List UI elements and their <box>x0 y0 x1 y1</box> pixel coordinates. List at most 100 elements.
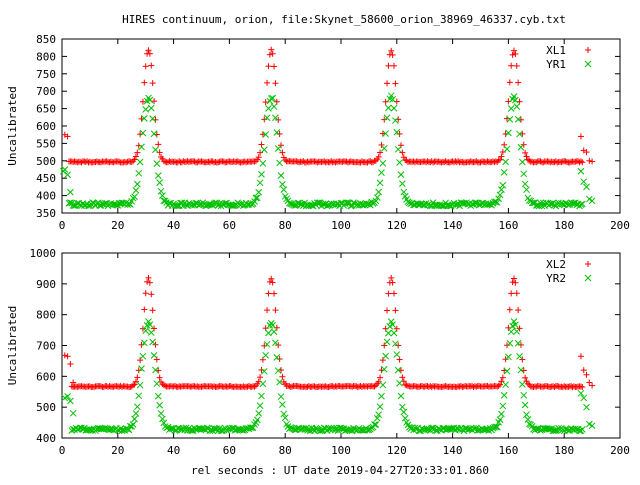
data-point <box>517 143 525 151</box>
data-point <box>358 201 366 209</box>
x-tick-label: 20 <box>111 219 124 232</box>
data-point <box>476 382 483 389</box>
data-point <box>267 95 275 102</box>
data-point <box>510 47 517 54</box>
data-point <box>503 367 511 375</box>
data-point <box>173 202 180 210</box>
data-point <box>268 46 275 53</box>
data-point <box>131 193 138 201</box>
data-point <box>514 115 522 123</box>
data-point <box>256 402 264 409</box>
data-point <box>198 425 205 433</box>
data-point <box>145 47 152 54</box>
data-point <box>385 104 392 112</box>
data-point <box>522 149 529 156</box>
x-tick-label: 60 <box>223 219 236 232</box>
data-point <box>263 114 271 122</box>
data-point <box>384 307 391 314</box>
data-point <box>389 321 396 328</box>
data-point <box>255 410 263 417</box>
data-point <box>228 202 236 209</box>
x-tick-label: 160 <box>498 219 518 232</box>
data-point <box>84 158 91 165</box>
data-point <box>132 378 139 385</box>
data-point <box>583 371 590 378</box>
data-point <box>156 374 163 381</box>
y-tick-label: 1000 <box>30 247 57 260</box>
y-tick-label: 650 <box>36 103 56 116</box>
data-point <box>495 157 502 164</box>
data-point <box>252 194 260 202</box>
data-point <box>411 383 418 390</box>
data-point <box>86 383 93 390</box>
series-XL1 <box>61 46 596 166</box>
data-point <box>282 157 289 164</box>
data-point <box>152 146 159 154</box>
data-point <box>580 394 588 402</box>
data-point <box>504 342 511 349</box>
data-point <box>517 341 524 348</box>
data-point <box>507 105 515 112</box>
data-point <box>67 188 74 196</box>
data-point <box>265 329 272 337</box>
data-point <box>392 117 399 124</box>
data-point <box>586 157 593 164</box>
data-point <box>319 200 327 208</box>
data-point <box>279 401 286 408</box>
data-point <box>253 194 261 202</box>
data-point <box>64 353 71 360</box>
data-point <box>272 307 279 314</box>
data-point <box>586 379 593 386</box>
data-point <box>160 382 167 389</box>
data-point <box>540 159 547 166</box>
y-tick-label: 400 <box>36 432 56 445</box>
x-tick-label: 180 <box>554 219 574 232</box>
data-point <box>276 355 283 362</box>
data-point <box>133 403 141 411</box>
data-point <box>397 392 405 400</box>
data-point <box>389 279 396 286</box>
data-point <box>378 169 385 176</box>
data-point <box>343 199 350 206</box>
data-point <box>132 410 140 417</box>
data-point <box>588 422 596 430</box>
data-point <box>215 159 222 166</box>
data-point <box>265 290 272 297</box>
x-tick-label: 80 <box>279 444 292 457</box>
data-point <box>130 382 137 389</box>
data-point <box>515 307 522 314</box>
data-point <box>523 378 530 385</box>
data-point <box>376 179 384 187</box>
data-point <box>373 194 381 201</box>
data-point <box>133 180 141 188</box>
data-point <box>492 423 500 431</box>
data-point <box>512 50 519 57</box>
y-tick-label: 550 <box>36 137 56 150</box>
data-point <box>400 154 407 161</box>
data-point <box>268 275 275 282</box>
data-point <box>135 392 143 400</box>
data-point <box>259 160 267 167</box>
data-point <box>258 141 265 148</box>
data-point <box>290 201 297 209</box>
data-point <box>396 379 403 387</box>
data-point <box>500 169 508 176</box>
data-point <box>154 392 162 400</box>
data-point <box>234 425 242 433</box>
legend-label: XL2 <box>546 258 566 271</box>
x-tick-label: 160 <box>498 444 518 457</box>
data-point <box>264 307 271 314</box>
data-point <box>520 170 528 178</box>
data-point <box>517 366 525 374</box>
data-point <box>167 425 175 432</box>
data-point <box>238 426 246 434</box>
data-point <box>496 191 504 199</box>
data-point <box>521 401 529 409</box>
data-point <box>382 98 389 105</box>
data-point <box>509 279 516 286</box>
data-point <box>123 159 130 166</box>
data-point <box>401 414 409 422</box>
data-point <box>135 169 143 177</box>
bottom-panel: 0 20 40 60 80 100 120 140 160 180 200 400 500 600 700 8… <box>6 247 630 457</box>
data-point <box>523 411 530 419</box>
